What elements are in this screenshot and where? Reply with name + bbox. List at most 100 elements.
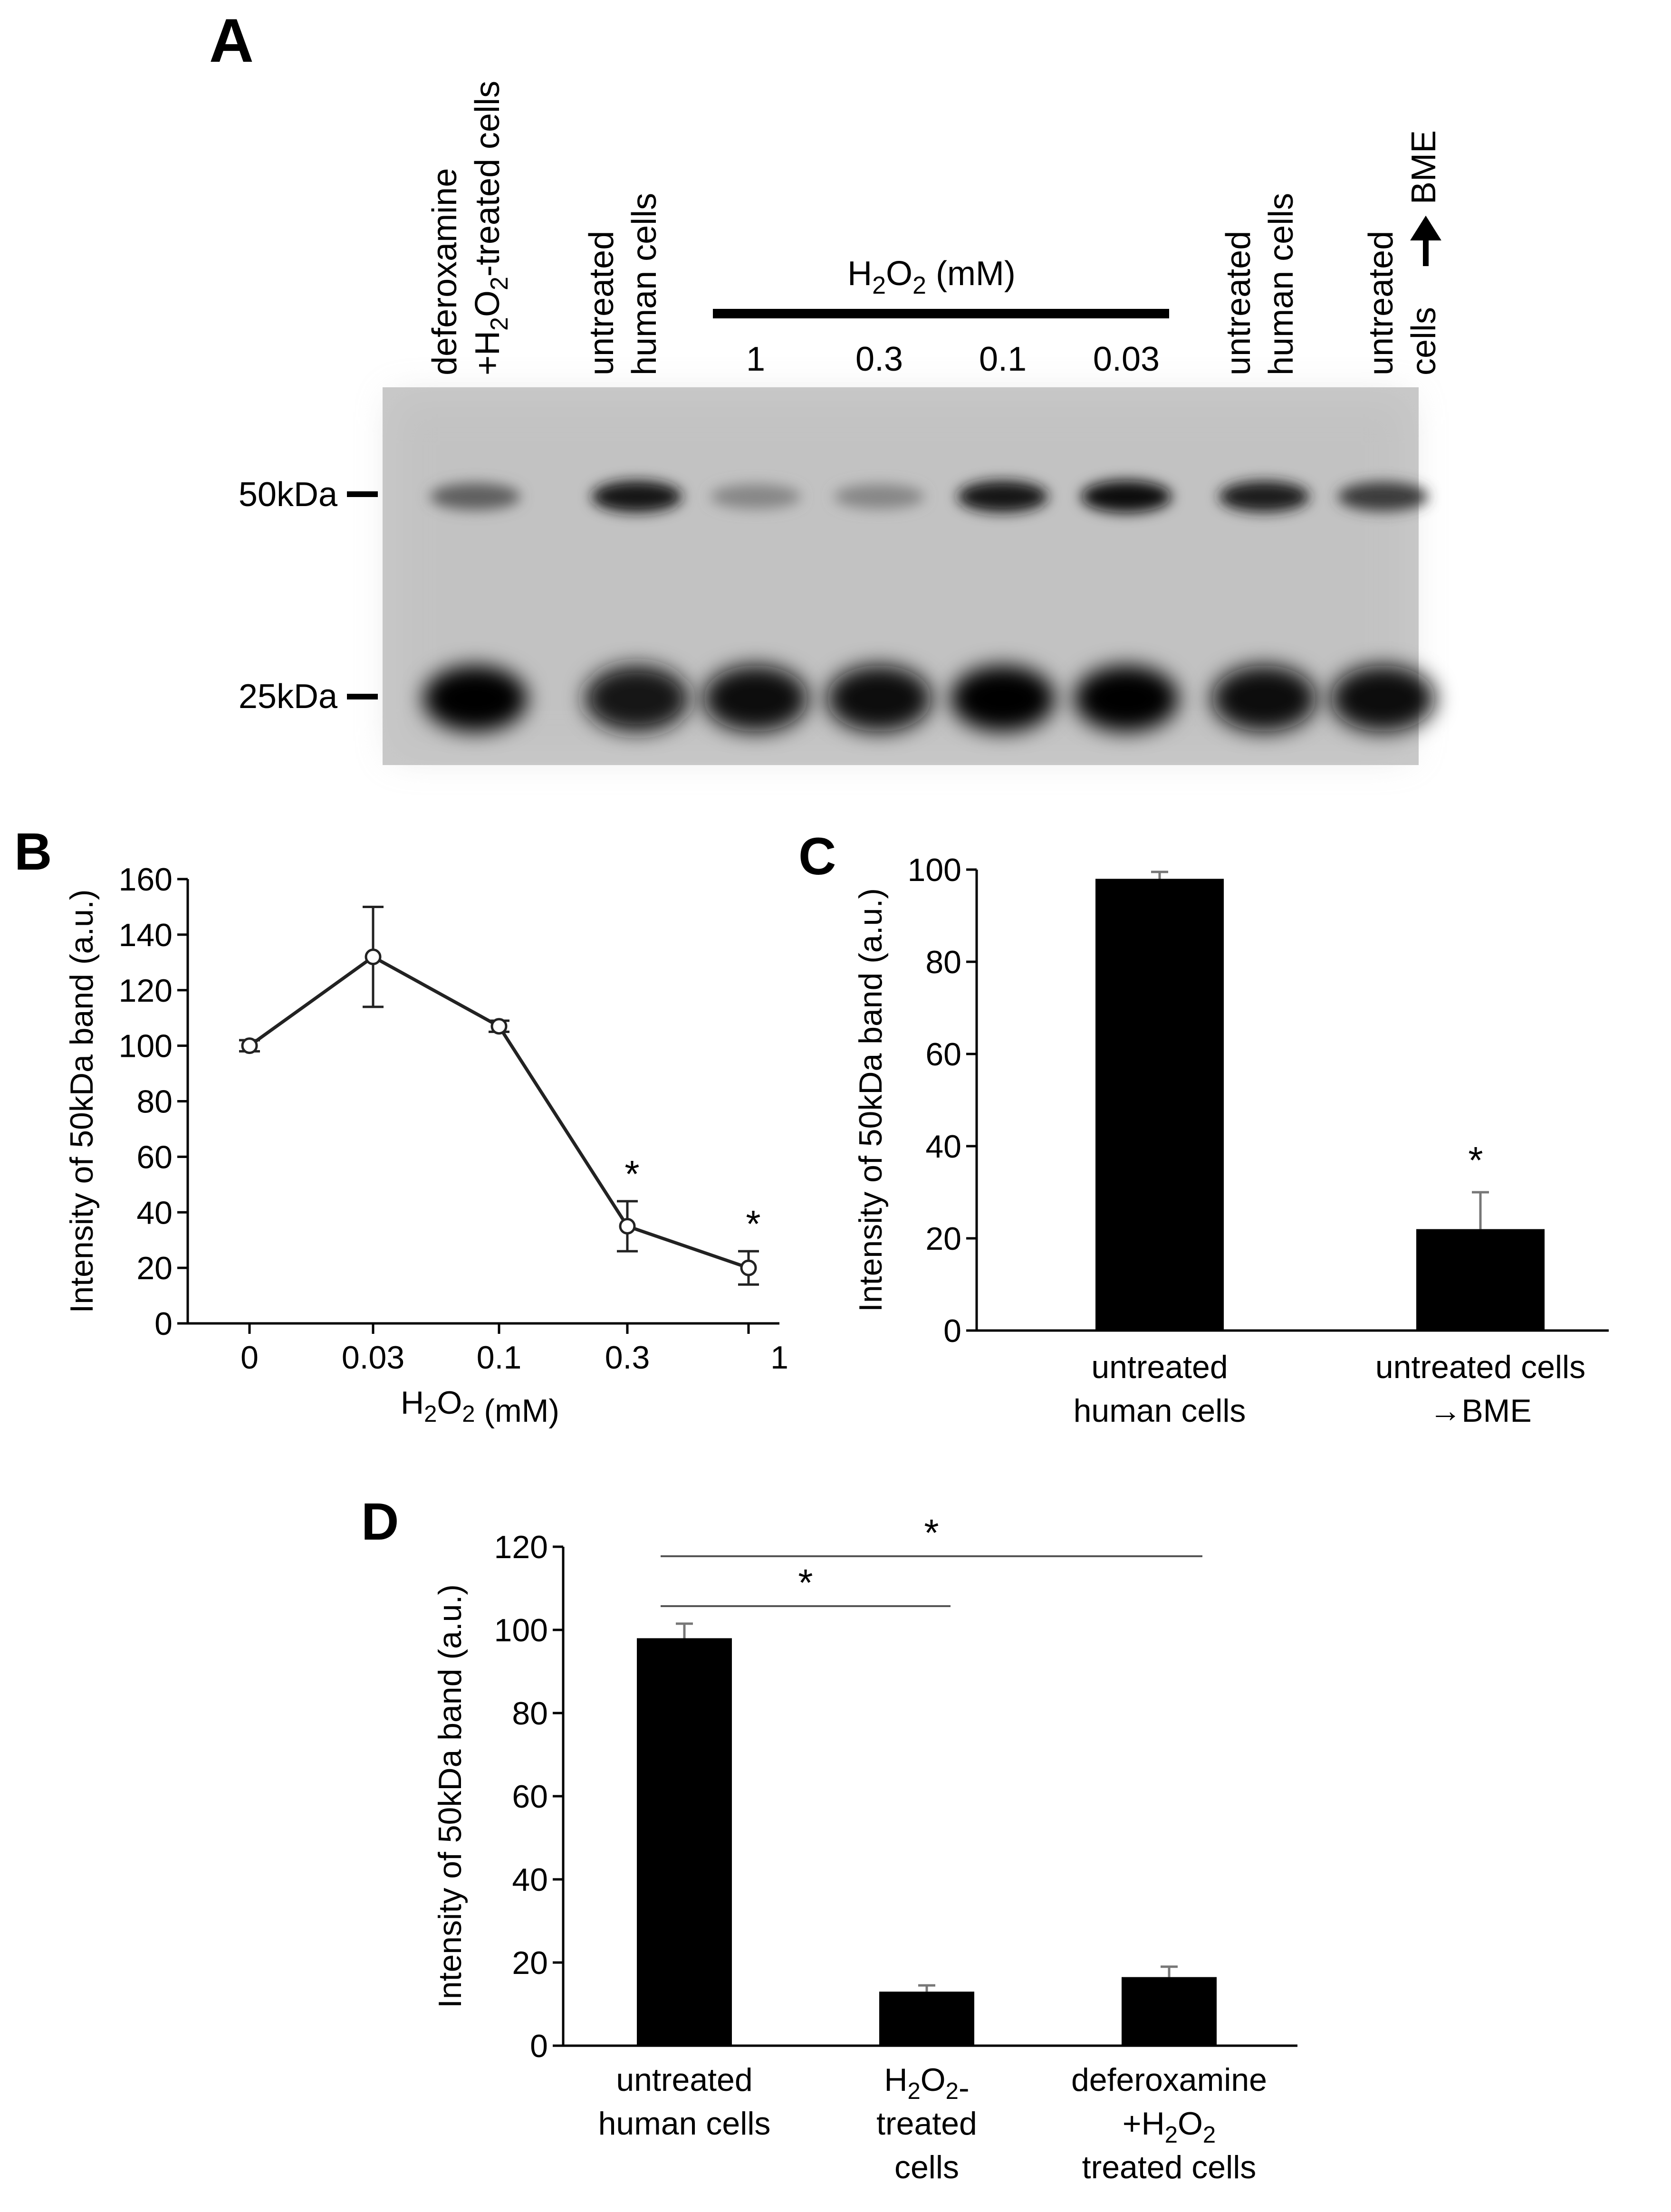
conc-label-0.03: 0.03 <box>1093 340 1160 378</box>
chart-c-y-tick-label: 0 <box>943 1313 961 1349</box>
chart-b-y-tick-label: 80 <box>136 1084 173 1120</box>
panel-a-label: A <box>209 6 254 75</box>
chart-b-y-tick-label: 60 <box>136 1139 173 1175</box>
chart-b: 0 20 40 60 80 100 120 140 160 Intensity of 50kDa … <box>64 862 788 1429</box>
chart-d-x-tick-label: +H2O2 <box>1123 2106 1216 2148</box>
chart-c: 0 20 40 60 80 100 Intensity of 50kDa band (a.u… <box>853 852 1609 1429</box>
chart-b-y-tick-label: 100 <box>119 1028 173 1064</box>
chart-c-bar <box>1095 879 1224 1331</box>
chart-b-point <box>241 1037 258 1054</box>
band-50kda-lane-1 <box>430 483 520 510</box>
lane-label-2b: human cells <box>625 193 663 375</box>
chart-c-y-tick-label: 20 <box>925 1221 961 1257</box>
h2o2-header: H2O2 (mM) <box>847 255 1016 299</box>
chart-b-x-tick-label: 0 <box>240 1340 259 1376</box>
western-blot <box>383 387 1435 765</box>
chart-c-bar <box>1416 1229 1545 1331</box>
chart-b-x-tick-label: 0.3 <box>605 1340 650 1376</box>
band-50kda-lane-8 <box>1338 482 1428 511</box>
chart-d-y-tick-label: 80 <box>512 1695 548 1732</box>
chart-c-x-tick-label: untreated <box>1091 1349 1228 1385</box>
band-25kda-lane-6 <box>1074 665 1179 732</box>
chart-b-y-tick-label: 140 <box>119 917 173 953</box>
chart-c-y-axis-label: Intensity of 50kDa band (a.u.) <box>853 888 889 1312</box>
band-25kda-lane-3 <box>703 665 808 732</box>
chart-b-x-tick-label: 0.03 <box>342 1340 404 1376</box>
lane-label-1: deferoxamine <box>426 168 464 375</box>
chart-b-y-tick-label: 20 <box>136 1250 173 1286</box>
panel-b: B 0 20 40 60 80 100 120 140 160 Intensity of 50kD… <box>14 823 788 1429</box>
conc-label-0.3: 0.3 <box>855 340 903 378</box>
chart-b-y-tick-label: 120 <box>119 973 173 1009</box>
band-50kda-lane-5 <box>958 480 1048 513</box>
chart-c-y-tick-label: 100 <box>908 852 961 888</box>
chart-c-significance: * <box>1468 1139 1483 1181</box>
chart-d-y-axis-label: Intensity of 50kDa band (a.u.) <box>432 1584 468 2008</box>
chart-d-y-tick-label: 40 <box>512 1862 548 1898</box>
lane-label-8c: BME <box>1405 130 1443 204</box>
chart-b-point <box>490 1018 508 1035</box>
panel-c-label: C <box>798 827 836 886</box>
chart-d-y-tick-label: 20 <box>512 1945 548 1981</box>
band-25kda-lane-2 <box>585 665 689 732</box>
chart-b-point <box>365 948 382 966</box>
panel-a: A H2O2 (mM) deferoxamine +H2O2-treated c… <box>209 6 1443 765</box>
lane-label-1b: +H2O2-treated cells <box>469 81 513 375</box>
chart-d: 0 20 40 60 80 100 120 Intensity of 50kDa band (… <box>432 1512 1297 2185</box>
bands-25kDa <box>423 665 1435 732</box>
chart-d-x-tick-label: H2O2- <box>884 2062 969 2106</box>
chart-c-x-tick-label: untreated cells <box>1375 1349 1585 1385</box>
conc-label-1: 1 <box>746 340 765 378</box>
bands-50kDa <box>430 480 1428 513</box>
band-50kda-lane-6 <box>1081 480 1172 513</box>
chart-d-x-tick-label: human cells <box>598 2106 771 2142</box>
chart-d-x-tick-label: treated <box>876 2106 977 2142</box>
chart-d-bar <box>1122 1977 1217 2046</box>
chart-b-y-tick-label: 160 <box>119 862 173 898</box>
panel-c: C 0 20 40 60 80 100 Intensity of 50kDa band (a… <box>798 827 1609 1429</box>
panel-d-label: D <box>361 1493 399 1551</box>
chart-d-bar <box>879 1992 974 2046</box>
chart-c-y-tick-label: 60 <box>925 1036 961 1072</box>
panel-b-label: B <box>14 823 52 881</box>
conc-label-0.1: 0.1 <box>979 340 1027 378</box>
lane-label-2: untreated <box>583 231 621 375</box>
chart-c-y-tick-label: 40 <box>925 1129 961 1165</box>
chart-b-x-tick-label: 0.1 <box>477 1340 522 1376</box>
band-25kda-lane-8 <box>1331 665 1435 732</box>
chart-c-x-tick-label: human cells <box>1074 1393 1246 1429</box>
band-50kda-lane-2 <box>592 480 682 513</box>
chart-b-y-tick-label: 40 <box>136 1195 173 1231</box>
chart-d-y-tick-label: 120 <box>494 1529 548 1565</box>
chart-b-point <box>619 1217 636 1235</box>
chart-c-x-tick-label: →BME <box>1429 1393 1531 1429</box>
band-50kda-lane-3 <box>711 484 801 509</box>
chart-d-y-tick-label: 0 <box>530 2028 548 2064</box>
lane-label-8: untreated <box>1362 231 1400 375</box>
chart-b-x-tick-label: 1 <box>770 1340 788 1376</box>
lane-label-8b: cells <box>1405 307 1443 375</box>
chart-d-significance: * <box>798 1561 813 1604</box>
lane-label-7: untreated <box>1220 231 1258 375</box>
chart-b-significance: * <box>624 1153 639 1195</box>
chart-b-point <box>740 1259 757 1276</box>
chart-d-x-tick-label: cells <box>894 2149 959 2185</box>
panel-d: D 0 20 40 60 80 100 120 Intensity of 50kDa band… <box>361 1493 1297 2185</box>
chart-d-x-tick-label: deferoxamine <box>1071 2062 1267 2098</box>
lane-labels: deferoxamine +H2O2-treated cells untreat… <box>426 81 1443 375</box>
marker-50kda: 50kDa <box>239 476 338 514</box>
band-25kda-lane-7 <box>1212 665 1316 732</box>
lane-label-7b: human cells <box>1262 193 1300 375</box>
lane-label-8-arrow <box>1410 215 1441 266</box>
h2o2-header-bar <box>713 309 1169 318</box>
band-25kda-lane-5 <box>951 665 1055 732</box>
band-25kda-lane-1 <box>423 665 528 732</box>
chart-d-y-tick-label: 100 <box>494 1612 548 1648</box>
band-25kda-lane-4 <box>827 665 932 732</box>
chart-d-significance: * <box>924 1512 939 1554</box>
chart-c-y-tick-label: 80 <box>925 944 961 980</box>
band-50kda-lane-7 <box>1219 481 1309 512</box>
chart-d-y-tick-label: 60 <box>512 1779 548 1815</box>
marker-25kda: 25kDa <box>239 678 338 716</box>
